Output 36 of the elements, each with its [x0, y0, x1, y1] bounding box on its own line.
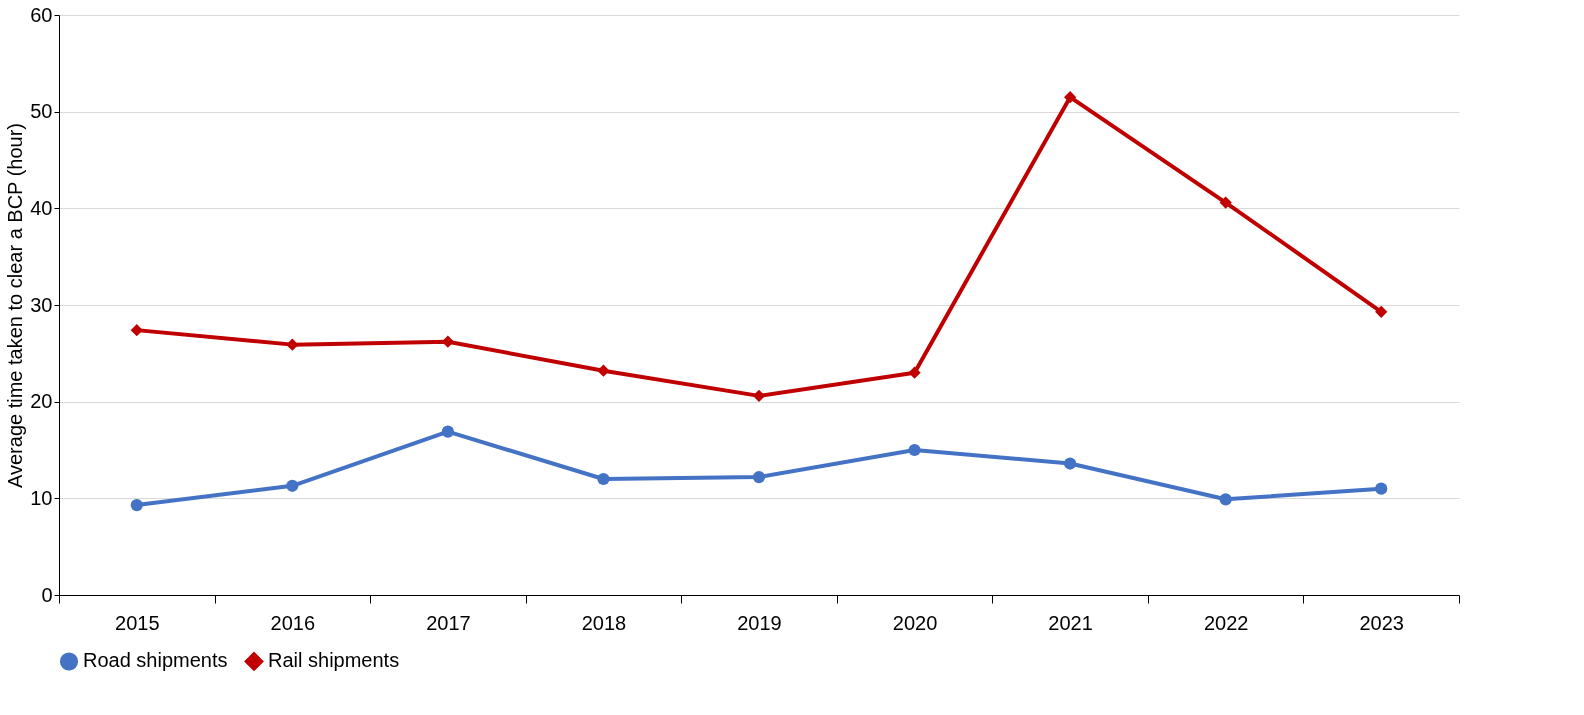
point	[286, 479, 299, 492]
point	[1063, 457, 1077, 470]
point	[908, 366, 921, 379]
legend-label: Road shipments	[83, 649, 228, 672]
point	[1219, 196, 1232, 209]
y-tick-label: 0	[41, 583, 53, 606]
point	[441, 425, 455, 438]
y-tick-label: 60	[30, 3, 53, 26]
point	[1375, 482, 1388, 495]
point	[752, 470, 766, 484]
y-tick-label: 10	[30, 486, 53, 509]
x-tick-label: 2015	[115, 611, 160, 634]
y-tick-label: 20	[30, 390, 53, 413]
y-tick-label: 30	[30, 293, 53, 316]
x-tick-label: 2018	[581, 611, 627, 634]
legend-label: Rail shipments	[268, 649, 400, 672]
x-tick-label: 2020	[892, 611, 938, 634]
point	[597, 472, 610, 486]
point	[752, 389, 766, 402]
point	[130, 324, 143, 337]
x-tick-label: 2019	[737, 611, 782, 634]
x-tick-label: 2022	[1203, 611, 1249, 634]
y-tick-label: 50	[30, 100, 53, 123]
y-axis-title: Average time taken to clear a BCP (hour)	[4, 123, 27, 488]
point	[597, 364, 610, 377]
x-tick-label: 2017	[426, 611, 471, 634]
point	[441, 335, 455, 348]
point	[1063, 91, 1077, 104]
y-tick-label: 40	[30, 196, 53, 219]
point	[908, 443, 921, 457]
point	[1219, 493, 1232, 506]
x-tick-label: 2023	[1359, 611, 1404, 634]
x-tick-label: 2016	[270, 611, 316, 634]
point	[130, 498, 143, 512]
x-tick-label: 2021	[1048, 611, 1093, 634]
point	[1375, 305, 1388, 318]
